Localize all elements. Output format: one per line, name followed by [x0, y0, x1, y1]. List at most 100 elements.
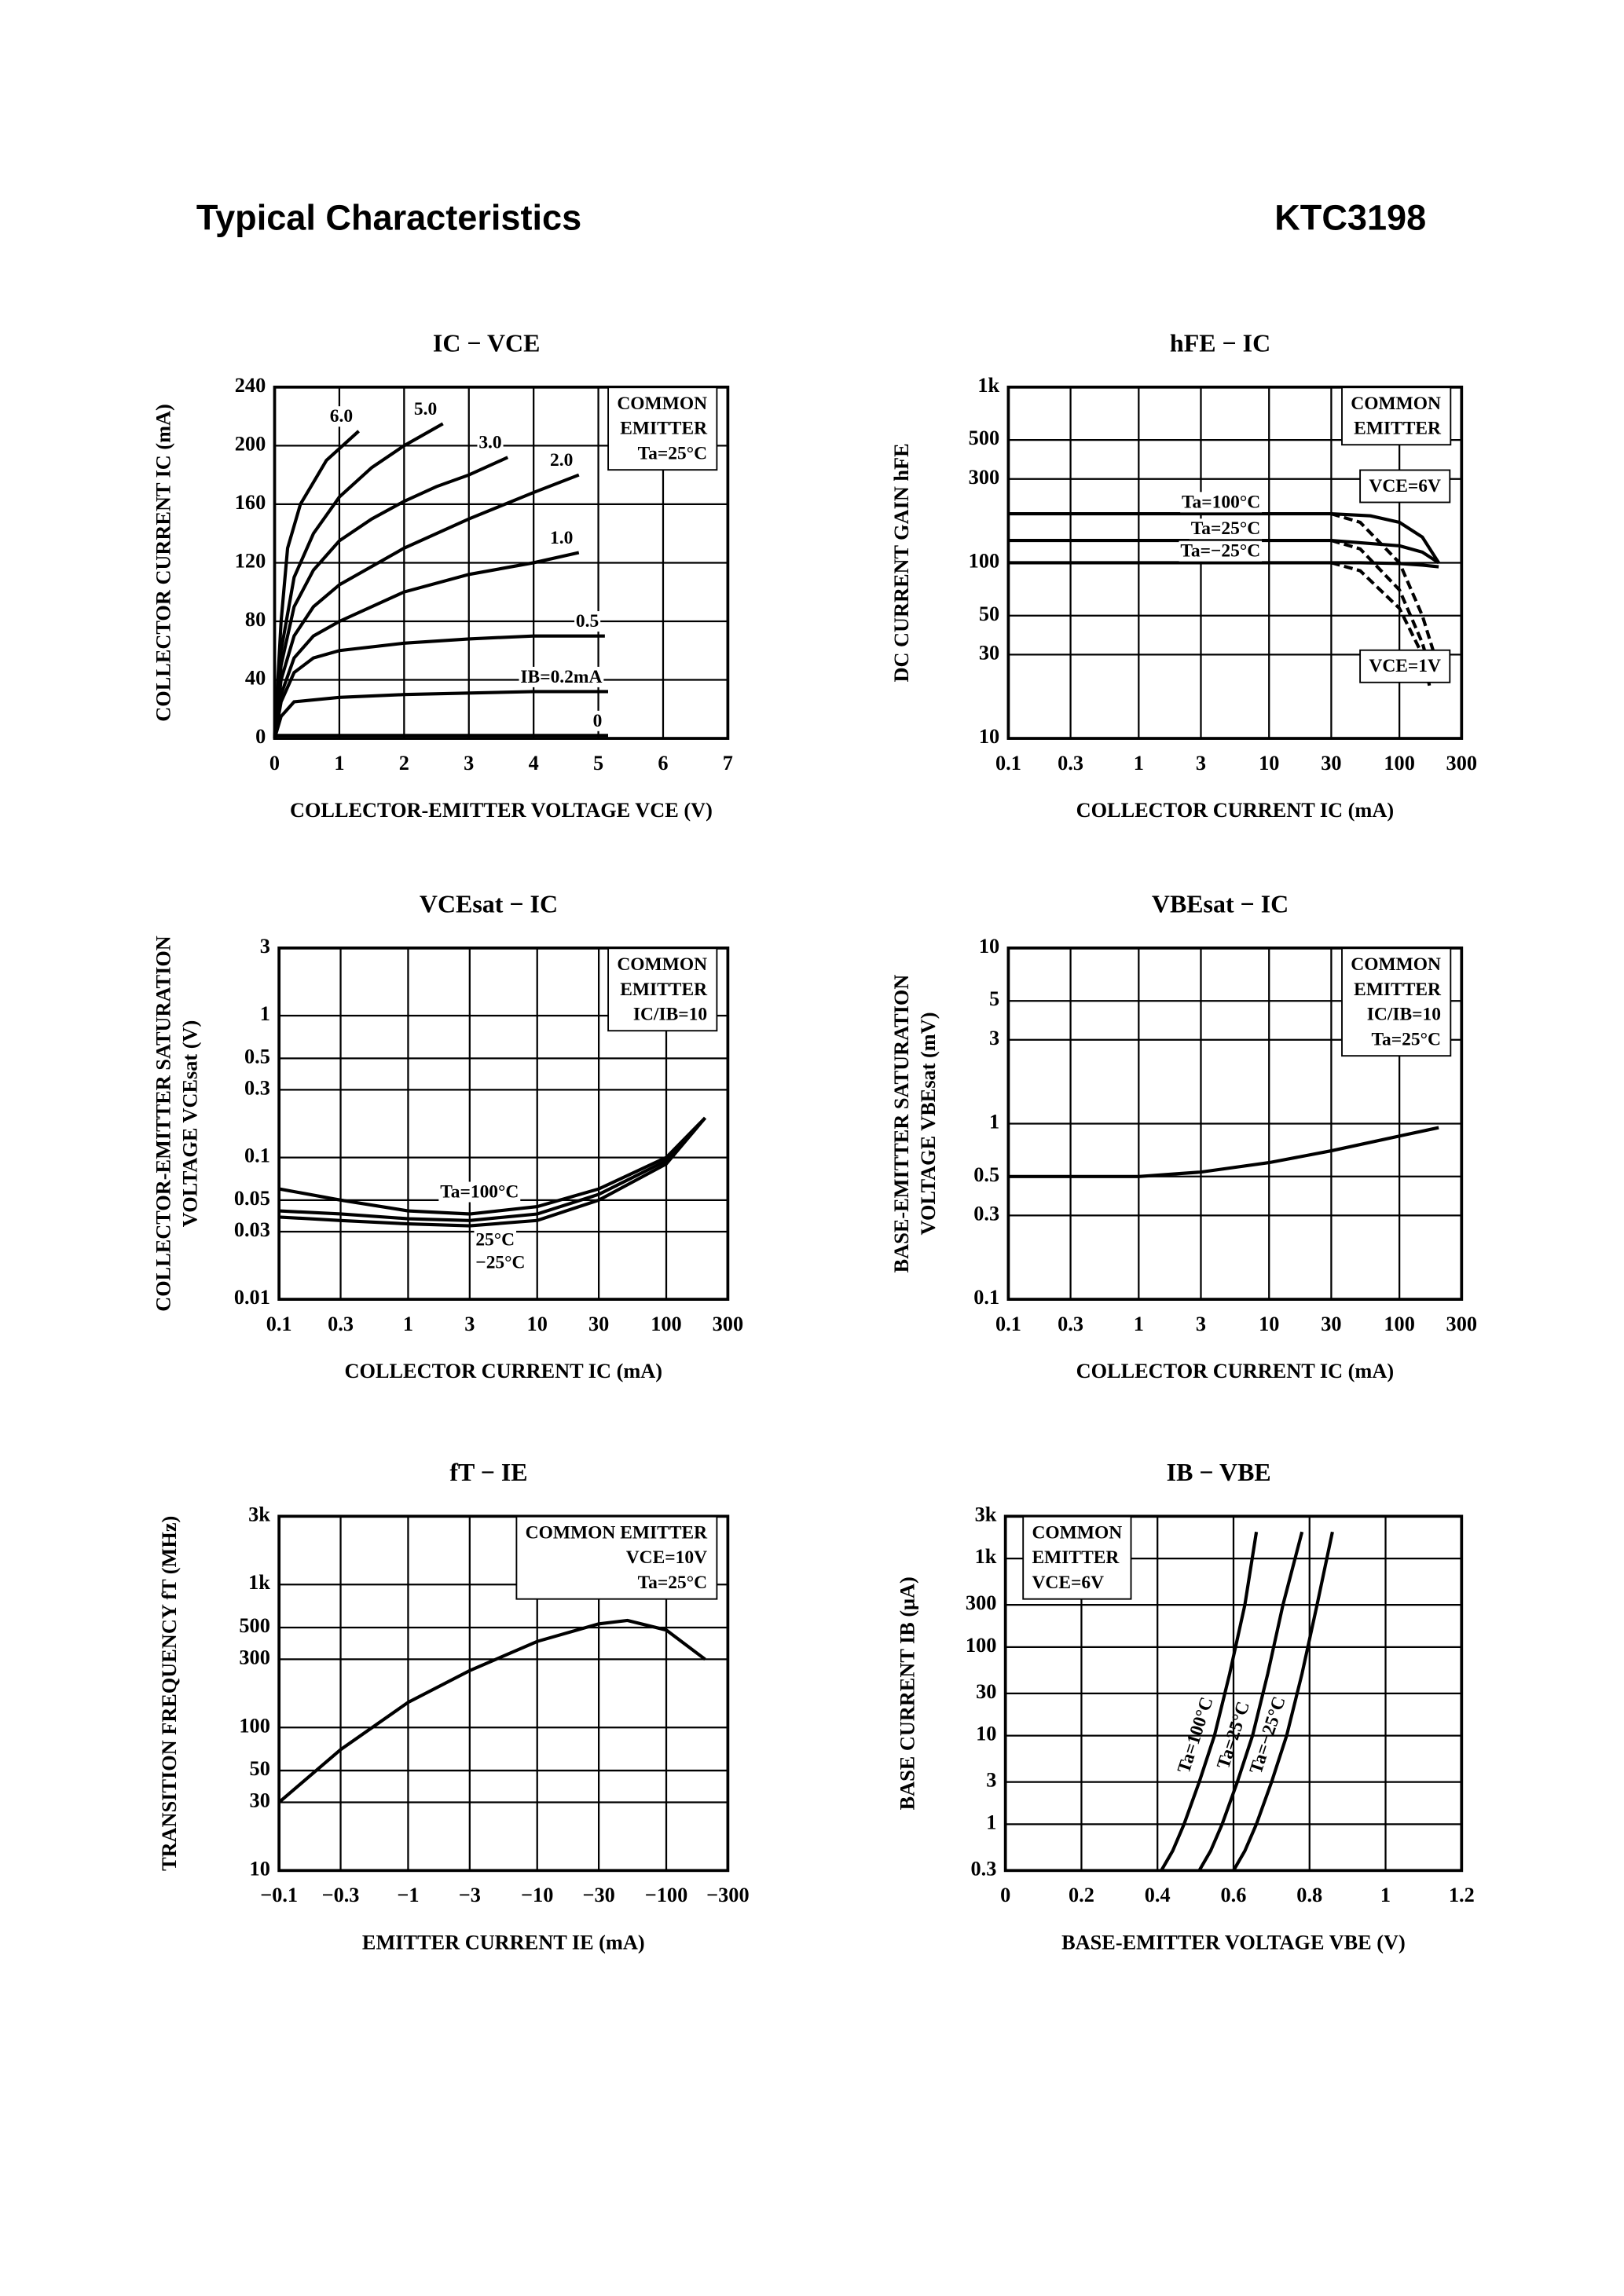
x-tick-label: −100 [645, 1884, 687, 1906]
annotation-box [1359, 649, 1451, 683]
y-tick-label: 10 [976, 1723, 996, 1745]
y-axis-title: TRANSITION FREQUENCY fT (MHz) [158, 1516, 181, 1871]
x-tick-label: 3 [464, 752, 474, 774]
x-tick-label: 1.2 [1449, 1884, 1475, 1906]
x-tick-label: 7 [723, 752, 733, 774]
x-tick-label: 0.8 [1296, 1884, 1322, 1906]
label-background [1180, 492, 1263, 513]
x-tick-label: 10 [1259, 1313, 1279, 1335]
curve [273, 456, 509, 739]
y-tick-label: 1k [248, 1571, 270, 1594]
x-tick-label: 0.4 [1145, 1884, 1171, 1906]
annotation-box [607, 947, 718, 1032]
x-tick-label: 0.1 [266, 1313, 292, 1335]
page-title: Typical Characteristics [196, 197, 581, 237]
y-tick-label: 200 [235, 432, 266, 455]
chart: 0 1 2 3 4 5 6 7 0 40 80 120 160 200 240 IC − VCE COLLECT… [152, 330, 732, 822]
curve [1008, 1126, 1439, 1178]
annotation-box [1359, 469, 1451, 504]
curve [278, 1116, 706, 1216]
y-tick-label: 1 [260, 1002, 270, 1025]
label-background [477, 432, 504, 453]
x-tick-label: −0.3 [322, 1884, 360, 1906]
x-axis-title: COLLECTOR CURRENT IC (mA) [345, 1360, 662, 1382]
chart: −0.1 −0.3 −1 −3 −10 −30 −100 −300 10 30 50 100 300 50… [158, 1459, 750, 1954]
x-tick-label: 2 [399, 752, 409, 774]
curve [1197, 1531, 1304, 1872]
y-axis-title: COLLECTOR CURRENT IC (mA) [152, 404, 174, 721]
x-tick-label: 300 [713, 1313, 743, 1335]
curve [1160, 1531, 1259, 1872]
y-tick-label: 0.1 [244, 1144, 270, 1167]
x-tick-label: −30 [582, 1884, 614, 1906]
y-tick-label: 50 [250, 1757, 270, 1780]
x-tick-label: 100 [1384, 1313, 1414, 1335]
chart-title: VCEsat − IC [420, 891, 558, 918]
y-tick-label: 0.05 [234, 1187, 270, 1210]
y-tick-label: 5 [989, 987, 999, 1010]
label-background [591, 710, 604, 731]
annotation: IC/IB=10 [1367, 1005, 1441, 1025]
y-tick-label: 3 [986, 1769, 996, 1792]
annotation: EMITTER [1354, 980, 1442, 1000]
x-axis-title: BASE-EMITTER VOLTAGE VBE (V) [1061, 1931, 1406, 1954]
x-axis-title: COLLECTOR-EMITTER VOLTAGE VCE (V) [290, 799, 713, 822]
y-axis-title: BASE CURRENT IB (μA) [896, 1576, 919, 1810]
label-background [574, 611, 601, 632]
y-tick-label: 1k [977, 374, 999, 397]
annotation-box [1341, 947, 1452, 1057]
series-label: 1.0 [550, 528, 573, 548]
y-tick-label: 500 [239, 1614, 269, 1637]
x-tick-label: −10 [521, 1884, 553, 1906]
annotation: VCE=10V [626, 1547, 707, 1568]
x-tick-label: 3 [1196, 752, 1206, 774]
series-label: 5.0 [414, 399, 437, 419]
y-tick-label: 0.1 [973, 1286, 999, 1309]
y-tick-label: 50 [979, 602, 999, 625]
x-tick-label: 100 [1384, 752, 1414, 774]
series-label: Ta=−25°C [1180, 541, 1260, 562]
series-label: 0.5 [576, 611, 599, 632]
annotation: COMMON [617, 954, 707, 975]
x-tick-label: 1 [403, 1313, 413, 1335]
annotation-box [515, 1515, 718, 1600]
part-number: KTC3198 [1274, 197, 1426, 237]
x-tick-label: −0.1 [260, 1884, 298, 1906]
x-axis-title: COLLECTOR CURRENT IC (mA) [1076, 799, 1394, 822]
label-background [548, 527, 575, 548]
series-label: 2.0 [550, 450, 573, 471]
y-tick-label: 0.3 [973, 1202, 999, 1225]
chart: 0.1 0.3 1 3 10 30 100 300 0.1 0.3 0.5 1 3 5 10 VBEsat −… [890, 891, 1477, 1382]
annotation: EMITTER [620, 980, 708, 1000]
annotation: EMITTER [1354, 419, 1442, 439]
chart: 0.1 0.3 1 3 10 30 100 300 10 30 50 100 300 500 1k hFE −… [890, 330, 1477, 822]
series-label: Ta=100°C [1182, 492, 1260, 512]
x-tick-label: 30 [1321, 1313, 1341, 1335]
annotation: EMITTER [1032, 1547, 1120, 1568]
x-tick-label: −1 [397, 1884, 419, 1906]
y-tick-label: 40 [245, 667, 266, 690]
annotation-box [1022, 1515, 1132, 1600]
label-background [328, 406, 355, 427]
annotation: COMMON [1351, 954, 1441, 975]
x-tick-label: 3 [464, 1313, 475, 1335]
y-tick-label: 100 [239, 1714, 269, 1737]
y-tick-label: 100 [969, 549, 999, 572]
chart-title: fT − IE [449, 1459, 527, 1486]
label-background [474, 1252, 527, 1273]
series-label: 0 [593, 711, 603, 731]
x-tick-label: 6 [658, 752, 668, 774]
x-tick-label: 1 [1134, 1313, 1144, 1335]
x-tick-label: 4 [529, 752, 539, 774]
y-tick-label: 0.01 [234, 1286, 270, 1309]
y-tick-label: 500 [969, 427, 999, 449]
y-tick-label: 30 [979, 641, 999, 664]
chart: 0.1 0.3 1 3 10 30 100 300 0.01 0.03 0.05 0.1 0.3 0.5 1… [152, 891, 743, 1382]
y-tick-label: 100 [966, 1634, 996, 1657]
y-axis-title: BASE-EMITTER SATURATION [890, 975, 913, 1273]
curve [1008, 561, 1439, 569]
y-tick-label: 300 [969, 466, 999, 489]
series-label: IB=0.2mA [520, 667, 602, 687]
y-tick-label: 0.5 [244, 1045, 270, 1067]
x-tick-label: 5 [593, 752, 603, 774]
